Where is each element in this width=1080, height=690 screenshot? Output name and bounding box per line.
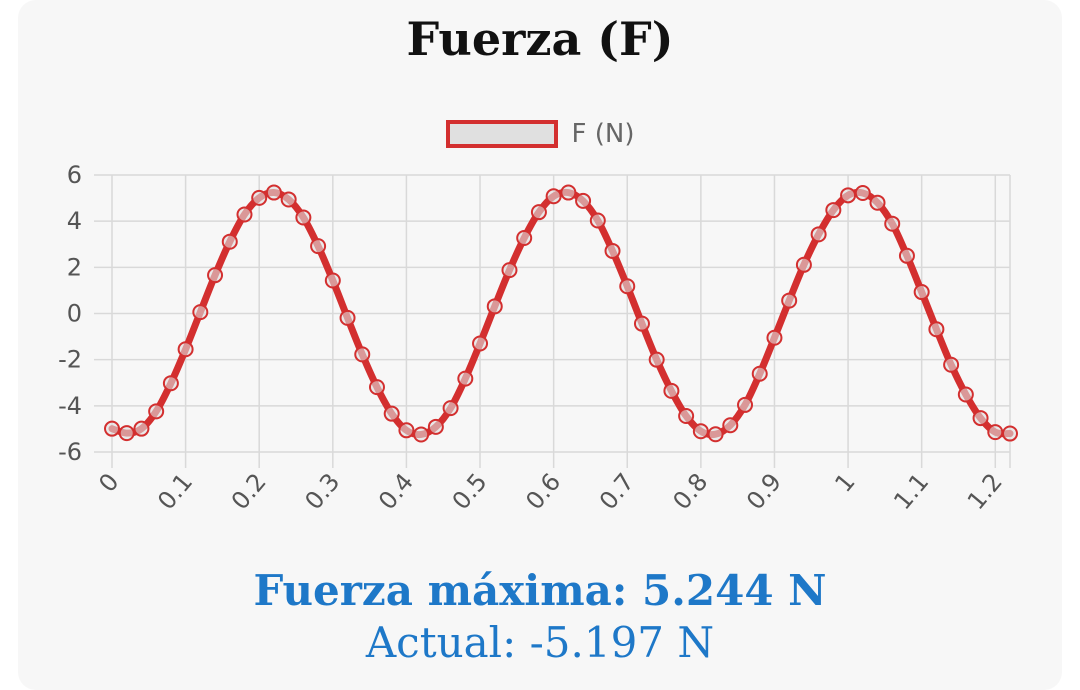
- data-point: [413, 426, 430, 443]
- x-tick-label: 1: [829, 468, 860, 498]
- data-point: [781, 292, 798, 309]
- data-point: [236, 206, 253, 223]
- x-tick-label: 0.3: [299, 468, 345, 515]
- y-tick-label: -4: [58, 392, 82, 420]
- data-point: [133, 420, 150, 437]
- data-point: [751, 365, 768, 382]
- x-tick-label: 0.7: [594, 468, 640, 515]
- x-tick-label: 0.8: [667, 468, 713, 515]
- data-point: [501, 262, 518, 279]
- data-point: [1002, 425, 1018, 442]
- x-tick-label: 0.2: [226, 468, 272, 515]
- data-point: [221, 233, 238, 250]
- data-point: [118, 425, 135, 442]
- data-point: [589, 212, 606, 229]
- data-point: [898, 247, 915, 264]
- data-point: [604, 242, 621, 259]
- data-point: [280, 191, 297, 208]
- data-point: [530, 204, 547, 221]
- data-point: [383, 405, 400, 422]
- data-point: [251, 189, 268, 206]
- data-point: [678, 407, 695, 424]
- x-tick-label: 0: [93, 468, 124, 498]
- x-axis-ticks: 0 0.1 0.2 0.3 0.4 0.5 0.6 0.7 0.8 0.9 1 1.1 1.2: [93, 468, 1008, 515]
- data-point: [295, 209, 312, 226]
- data-point: [545, 188, 562, 205]
- data-point: [265, 184, 282, 201]
- data-point: [884, 215, 901, 232]
- data-point: [987, 424, 1004, 441]
- data-point: [207, 267, 224, 284]
- data-point: [943, 356, 960, 373]
- data-point: [869, 194, 886, 211]
- y-tick-label: -6: [58, 438, 82, 466]
- x-tick-label: 1.1: [888, 468, 934, 515]
- data-point: [148, 403, 165, 420]
- data-point: [324, 272, 341, 289]
- chart-grid: [94, 174, 1011, 468]
- data-point: [162, 375, 179, 392]
- data-point: [442, 400, 459, 417]
- y-tick-label: -2: [58, 346, 82, 374]
- data-point: [177, 341, 194, 358]
- chart-title: Fuerza (F): [406, 12, 674, 66]
- data-point: [737, 396, 754, 413]
- data-point: [575, 192, 592, 209]
- data-point: [957, 386, 974, 403]
- legend-swatch[interactable]: [445, 120, 558, 148]
- data-point: [354, 346, 371, 363]
- y-tick-label: 0: [67, 300, 82, 328]
- data-point: [486, 298, 503, 315]
- data-point: [692, 423, 709, 440]
- data-point: [766, 329, 783, 346]
- data-point: [648, 351, 665, 368]
- x-tick-label: 0.5: [447, 468, 493, 515]
- data-point: [928, 321, 945, 338]
- data-point: [368, 379, 385, 396]
- data-point: [192, 304, 209, 321]
- y-axis-ticks: 6 4 2 0 -2 -4 -6: [58, 161, 82, 466]
- data-point: [472, 335, 489, 352]
- current-force-label: Actual: -5.197 N: [365, 618, 715, 667]
- data-point: [104, 420, 120, 437]
- x-tick-label: 0.4: [373, 468, 419, 515]
- x-tick-label: 0.9: [741, 468, 787, 515]
- series-points: [104, 184, 1018, 443]
- data-point: [722, 417, 739, 434]
- data-point: [810, 226, 827, 243]
- data-point: [516, 230, 533, 247]
- data-point: [398, 422, 415, 439]
- data-point: [840, 187, 857, 204]
- max-force-label: Fuerza máxima: 5.244 N: [253, 566, 827, 615]
- legend-label: F (N): [571, 119, 635, 149]
- data-point: [913, 284, 930, 301]
- data-point: [825, 202, 842, 219]
- data-point: [663, 382, 680, 399]
- data-point: [619, 278, 636, 295]
- y-tick-label: 6: [67, 161, 82, 189]
- data-point: [972, 410, 989, 427]
- data-point: [560, 184, 577, 201]
- data-point: [795, 256, 812, 273]
- x-tick-label: 1.2: [962, 468, 1008, 515]
- data-point: [707, 426, 724, 443]
- data-point: [633, 315, 650, 332]
- data-point: [339, 309, 356, 326]
- x-tick-label: 0.6: [520, 468, 566, 515]
- data-point: [427, 418, 444, 435]
- data-point: [854, 185, 871, 202]
- x-tick-label: 0.1: [152, 468, 198, 515]
- y-tick-label: 4: [67, 207, 82, 235]
- data-point: [457, 370, 474, 387]
- data-point: [310, 238, 327, 255]
- y-tick-label: 2: [67, 253, 82, 281]
- legend[interactable]: F (N): [0, 114, 1080, 154]
